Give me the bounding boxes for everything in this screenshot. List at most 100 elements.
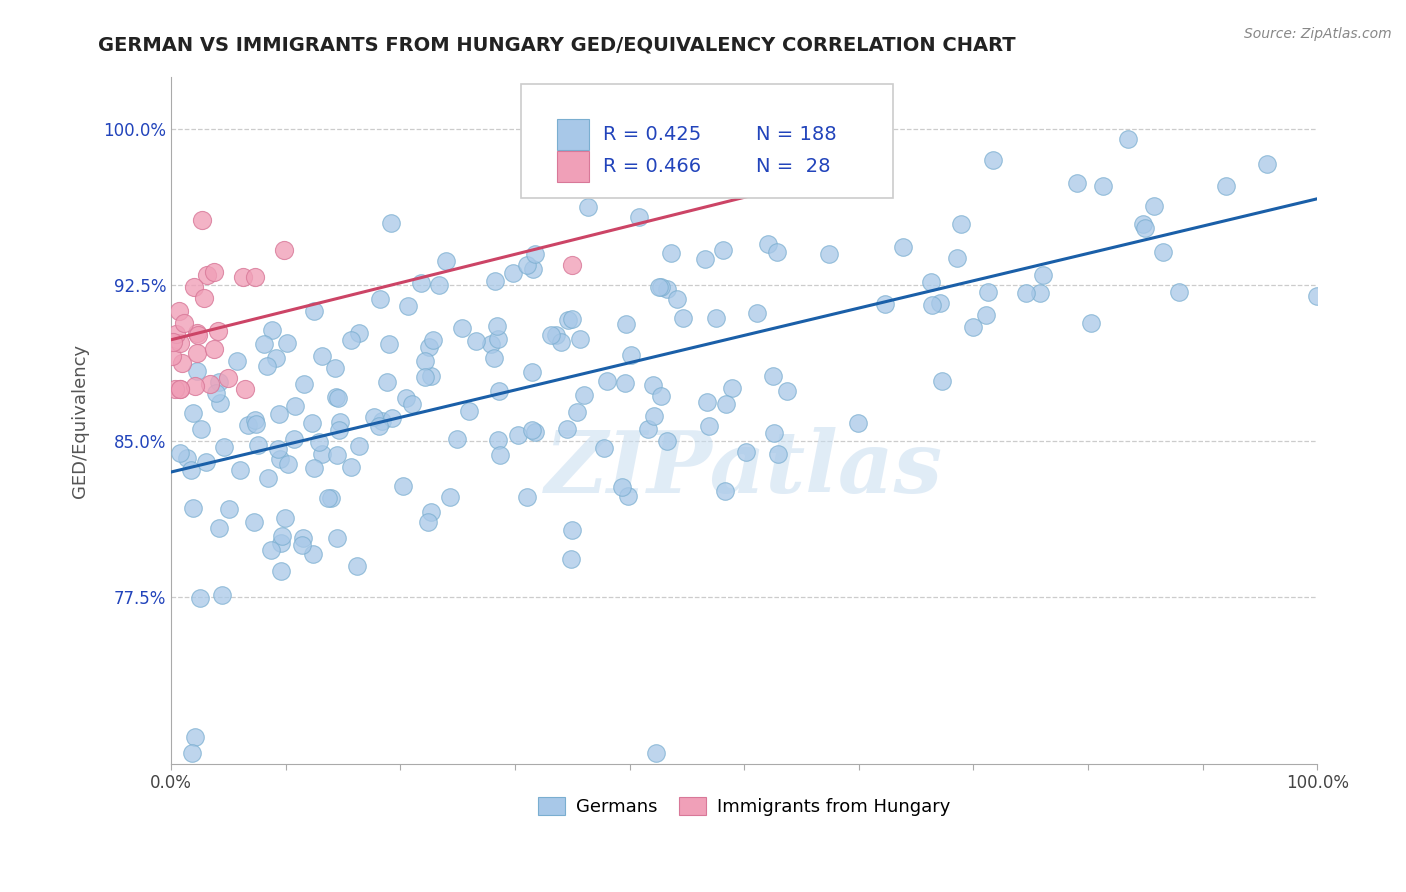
Point <box>693 252 716 266</box>
Point <box>650 280 672 294</box>
Text: N =  28: N = 28 <box>755 157 830 176</box>
Point <box>184 378 207 392</box>
Point <box>269 452 291 467</box>
Point <box>259 542 281 557</box>
Point <box>522 261 544 276</box>
Point <box>292 531 315 545</box>
Point <box>489 448 512 462</box>
Point <box>665 293 688 307</box>
Point <box>264 351 287 365</box>
Point <box>1142 199 1164 213</box>
Point <box>181 747 204 761</box>
Point <box>711 244 734 258</box>
Point <box>482 351 505 365</box>
Point <box>273 244 295 258</box>
Point <box>291 538 314 552</box>
Point <box>484 274 506 288</box>
Point <box>945 251 967 265</box>
Point <box>1256 156 1278 170</box>
Point <box>920 275 942 289</box>
Point <box>328 423 350 437</box>
Point <box>180 463 202 477</box>
Point <box>202 343 225 357</box>
Point <box>243 515 266 529</box>
Point <box>555 422 578 436</box>
Point <box>576 200 599 214</box>
Point <box>232 270 254 285</box>
Point <box>776 384 799 398</box>
Point <box>593 441 616 455</box>
Point <box>325 391 347 405</box>
Point <box>561 311 583 326</box>
Point <box>326 531 349 545</box>
Point <box>169 335 191 350</box>
Point <box>418 340 440 354</box>
Point <box>398 299 420 313</box>
Point <box>195 268 218 282</box>
Point <box>339 333 361 347</box>
Point <box>270 528 292 542</box>
Point <box>311 447 333 461</box>
Point <box>762 425 785 440</box>
Point <box>1015 285 1038 300</box>
Point <box>207 325 229 339</box>
Point <box>169 383 191 397</box>
Point <box>1133 221 1156 235</box>
Point <box>186 345 208 359</box>
Point <box>413 369 436 384</box>
Point <box>292 377 315 392</box>
Point <box>540 328 562 343</box>
Text: GERMAN VS IMMIGRANTS FROM HUNGARY GED/EQUIVALENCY CORRELATION CHART: GERMAN VS IMMIGRANTS FROM HUNGARY GED/EQ… <box>98 36 1017 54</box>
Point <box>162 334 184 349</box>
Point <box>247 437 270 451</box>
Point <box>381 410 404 425</box>
Point <box>183 501 205 516</box>
Point <box>1080 316 1102 330</box>
Point <box>486 433 509 447</box>
Point <box>465 334 488 348</box>
Point <box>181 406 204 420</box>
Point <box>392 478 415 492</box>
Point <box>1215 178 1237 193</box>
Point <box>891 240 914 254</box>
Point <box>190 422 212 436</box>
Point <box>212 440 235 454</box>
Point <box>650 389 672 403</box>
Point <box>706 311 728 326</box>
Point <box>269 407 291 421</box>
Text: N = 188: N = 188 <box>755 125 837 144</box>
Point <box>245 413 267 427</box>
Point <box>450 321 472 335</box>
Point <box>375 376 398 390</box>
Point <box>557 313 579 327</box>
Point <box>434 254 457 268</box>
Point <box>921 298 943 312</box>
Point <box>283 432 305 446</box>
Point <box>544 328 567 343</box>
Point <box>614 376 637 390</box>
Point <box>627 211 650 225</box>
Point <box>643 378 665 392</box>
Point <box>346 559 368 574</box>
Point <box>502 266 524 280</box>
Point <box>596 374 619 388</box>
Point <box>873 297 896 311</box>
Point <box>370 414 392 428</box>
Point <box>191 213 214 227</box>
Point <box>648 279 671 293</box>
Point <box>1091 179 1114 194</box>
Point <box>173 316 195 330</box>
Point <box>243 270 266 285</box>
Point <box>363 409 385 424</box>
Point <box>270 564 292 578</box>
Bar <box>557 119 589 150</box>
Point <box>349 439 371 453</box>
Point <box>260 322 283 336</box>
Point <box>714 397 737 411</box>
Point <box>572 388 595 402</box>
Point <box>486 332 509 346</box>
FancyBboxPatch shape <box>520 85 893 197</box>
Point <box>721 381 744 395</box>
Point <box>302 304 325 318</box>
Point <box>568 332 591 346</box>
